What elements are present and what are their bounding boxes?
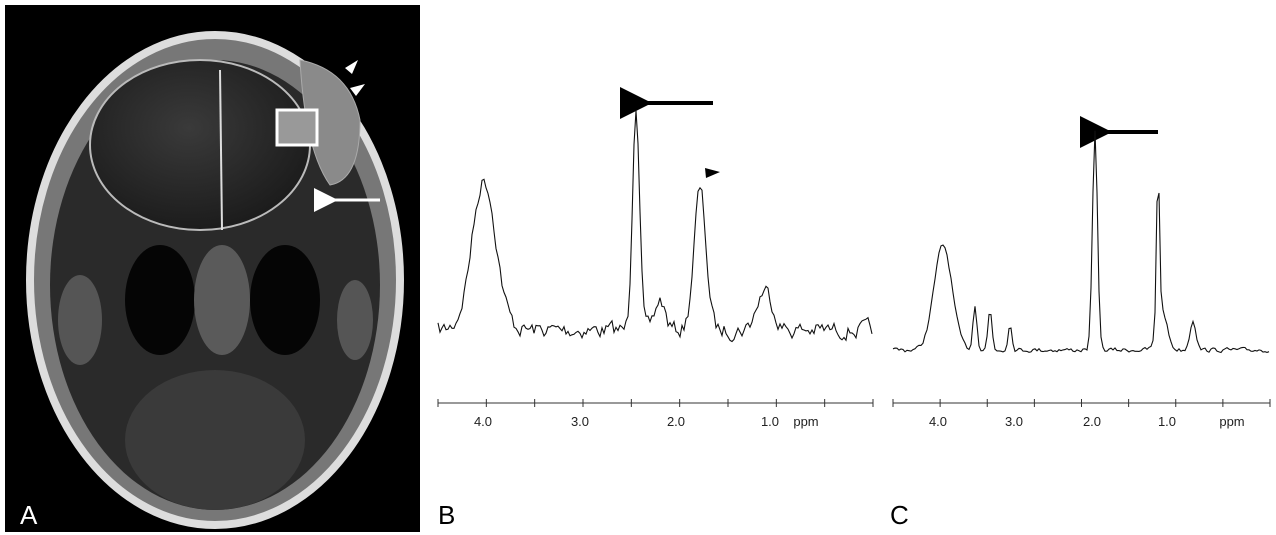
mri-image: A — [5, 5, 420, 532]
tick-label: 3.0 — [1005, 414, 1023, 429]
spectrum-panel: B 4.0 3.0 2.0 1.0 ppm — [437, 87, 874, 530]
tick-label: 1.0 — [1158, 414, 1176, 429]
spectrum-line — [892, 130, 1270, 354]
spectrum-panel: C 4.0 3.0 2.0 1.0 ppm — [890, 116, 1271, 530]
panel-label: A — [20, 500, 38, 530]
panel-label: C — [890, 500, 909, 530]
tick-label: 3.0 — [571, 414, 589, 429]
panel-label: B — [438, 500, 455, 530]
tick-label: 2.0 — [1083, 414, 1101, 429]
spectrum-line — [437, 110, 873, 343]
tick-label: 4.0 — [929, 414, 947, 429]
axis-unit: ppm — [1219, 414, 1244, 429]
tick-label: 4.0 — [474, 414, 492, 429]
tick-label: 1.0 — [761, 414, 779, 429]
tick-label: 2.0 — [667, 414, 685, 429]
axis-unit: ppm — [793, 414, 818, 429]
